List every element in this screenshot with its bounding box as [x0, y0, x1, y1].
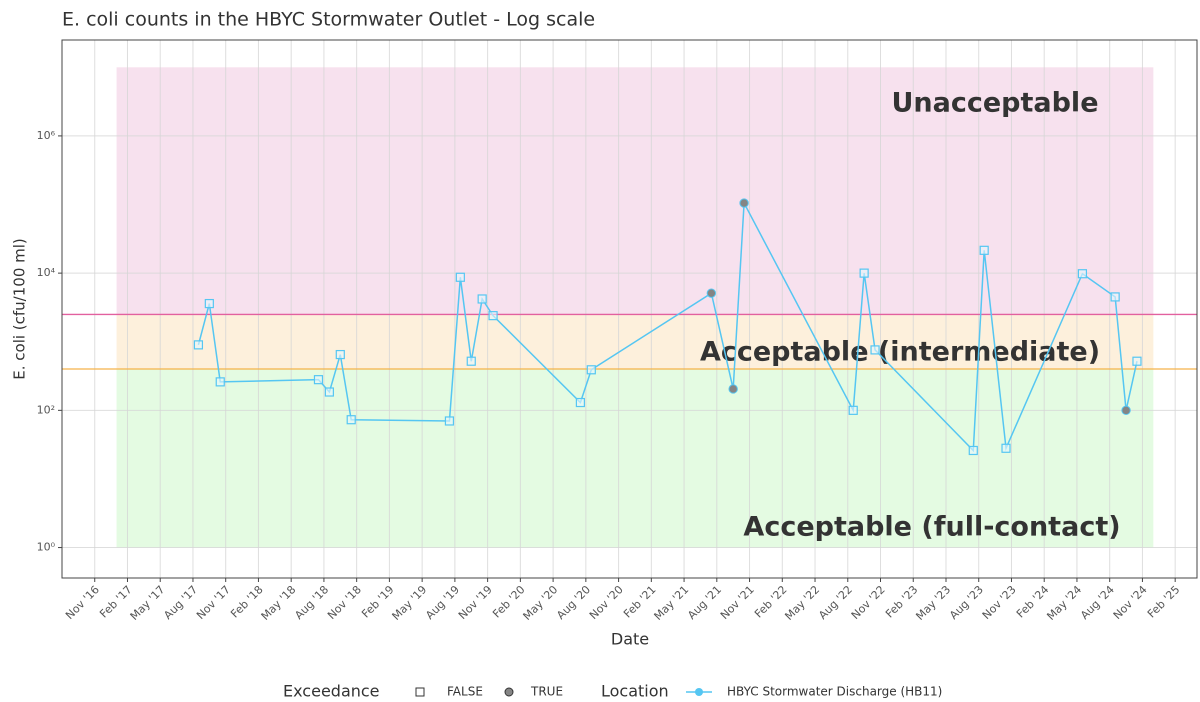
y-axis-label: E. coli (cfu/100 ml) [11, 238, 29, 380]
data-point [455, 272, 465, 282]
x-tick-label: Nov '16 [63, 583, 102, 622]
x-tick-label: May '18 [259, 583, 299, 623]
x-tick-label: Nov '20 [587, 583, 626, 622]
x-tick-label: Nov '24 [1111, 583, 1150, 622]
data-point [728, 384, 738, 394]
x-tick-label: May '22 [782, 583, 822, 623]
data-point [1121, 405, 1131, 416]
x-tick-label: May '23 [913, 583, 953, 623]
data-point [968, 445, 978, 456]
plot-border [61, 39, 1198, 579]
data-point [313, 375, 324, 385]
x-tick-label: Nov '21 [718, 583, 757, 622]
data-point [466, 356, 476, 366]
band [116, 369, 1154, 548]
data-point [870, 345, 880, 355]
data-point [739, 198, 749, 208]
chart-title: E. coli counts in the HBYC Stormwater Ou… [62, 9, 595, 31]
x-tick-label: Aug '24 [1078, 583, 1117, 622]
band-label: Acceptable (full-contact) [743, 512, 1120, 543]
x-tick-label: Aug '18 [292, 583, 331, 622]
x-tick-label: Nov '19 [456, 583, 495, 622]
legend-label: FALSE [447, 685, 483, 699]
data-point [706, 288, 717, 298]
data-point [1110, 292, 1120, 302]
x-axis-label: Date [611, 630, 649, 649]
data-point [346, 415, 356, 425]
x-tick-label: Aug '19 [423, 583, 462, 622]
x-tick-label: Nov '23 [980, 583, 1019, 622]
data-point [335, 349, 345, 360]
data-point [979, 245, 989, 255]
data-point [1132, 356, 1142, 366]
data-point [575, 397, 585, 408]
legend-label: TRUE [530, 685, 563, 699]
y-tick-label: 10² [37, 403, 55, 416]
data-point [215, 377, 225, 387]
legend-title: Location [601, 682, 669, 701]
legend-symbol [504, 687, 514, 697]
x-tick-label: May '20 [521, 583, 561, 623]
data-point [324, 387, 334, 397]
x-tick-label: Aug '21 [685, 583, 724, 622]
data-point [193, 340, 204, 350]
x-tick-label: May '17 [128, 583, 168, 623]
legend-symbol [695, 688, 703, 696]
x-tick-label: May '24 [1044, 583, 1084, 623]
x-tick-label: Nov '17 [194, 583, 233, 622]
x-tick-label: Nov '18 [325, 583, 364, 622]
data-point [1001, 443, 1011, 453]
x-tick-label: Feb '25 [1145, 583, 1182, 620]
data-point [586, 365, 596, 375]
legend-title: Exceedance [283, 682, 380, 701]
data-point [488, 311, 498, 321]
data-point [444, 416, 455, 426]
data-point [204, 298, 214, 309]
x-tick-label: May '21 [652, 583, 692, 623]
band-label: Unacceptable [891, 88, 1098, 119]
legend-label: HBYC Stormwater Discharge (HB11) [727, 685, 942, 699]
legend-symbol [415, 687, 425, 697]
data-point [859, 268, 869, 278]
y-tick-label: 10⁰ [37, 541, 56, 554]
data-point [477, 294, 487, 304]
x-tick-label: Aug '22 [816, 583, 855, 622]
x-tick-label: Aug '20 [554, 583, 593, 622]
x-tick-label: Aug '23 [947, 583, 986, 622]
x-tick-label: May '19 [390, 583, 430, 623]
y-tick-label: 10⁴ [37, 266, 56, 279]
x-tick-label: Nov '22 [849, 583, 888, 622]
y-tick-label: 10⁶ [37, 129, 56, 142]
data-point [848, 405, 858, 415]
band-label: Acceptable (intermediate) [700, 337, 1100, 368]
data-point [1077, 269, 1088, 279]
x-tick-label: Aug '17 [161, 583, 200, 622]
